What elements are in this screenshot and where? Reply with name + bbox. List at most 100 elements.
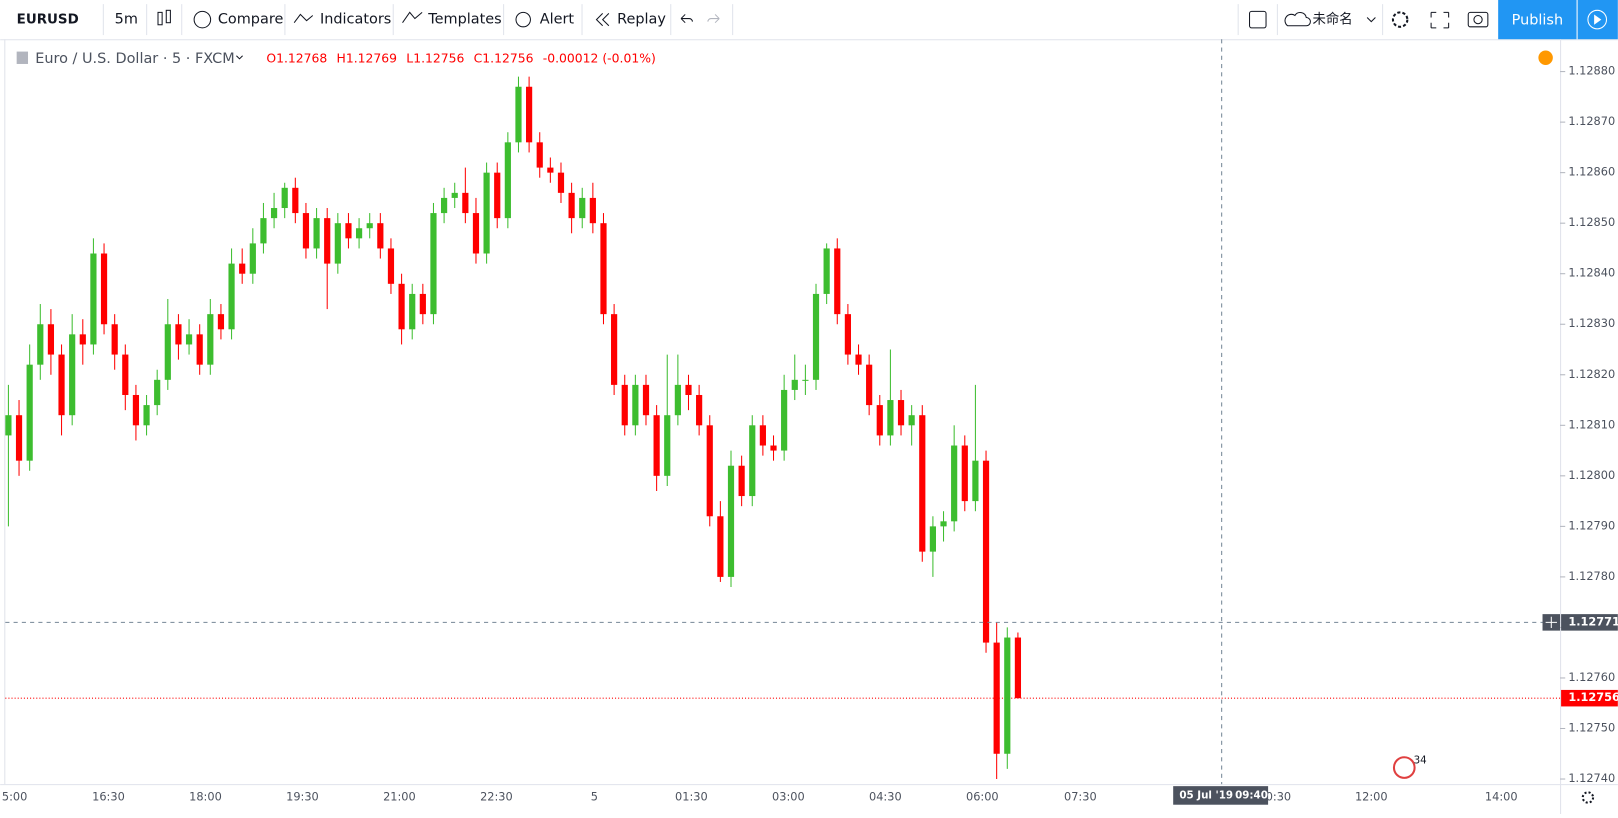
candle-body (47, 324, 55, 355)
candle-body (653, 415, 660, 476)
candle-body (398, 283, 405, 330)
ohlc-legend: C1.12756 (474, 51, 534, 65)
candle-body (302, 213, 310, 249)
dropdown-icon[interactable] (1366, 17, 1376, 23)
candle-body (972, 460, 979, 502)
undo-icon[interactable] (680, 14, 693, 24)
candle-body (961, 445, 968, 502)
candle-body (462, 192, 469, 214)
toolbar: EURUSD 5m Compare Indicators Templates A… (0, 0, 1618, 41)
candle-body (632, 384, 639, 426)
candle-body (876, 405, 883, 436)
candle-body (217, 314, 225, 330)
axis-settings-icon[interactable] (1581, 791, 1595, 804)
redo-icon[interactable] (707, 14, 720, 24)
candle-body (504, 142, 511, 219)
replay-icon[interactable] (595, 13, 604, 27)
candle-body (611, 314, 618, 385)
ohlc-legend: H1.12769 (337, 51, 397, 65)
candle-body (111, 324, 118, 355)
candle-body (621, 384, 628, 426)
candle-body (791, 379, 798, 390)
symbol-button[interactable]: EURUSD (17, 13, 79, 28)
collapse-icon[interactable] (16, 51, 29, 64)
candle-body (37, 324, 44, 365)
alert-icon[interactable] (515, 11, 531, 28)
interval-button[interactable]: 5m (115, 12, 138, 28)
ohlc-legend: O1.12768 (266, 51, 327, 65)
candle-body (844, 314, 851, 355)
last-price-label: 1.12756 (1568, 690, 1618, 704)
alert-button[interactable]: Alert (540, 12, 575, 28)
candle-body (897, 400, 905, 426)
y-tick-label: 1.12740 (1568, 771, 1615, 785)
candle-body (472, 213, 480, 254)
warning-icon[interactable] (1538, 50, 1553, 65)
events-icon[interactable] (1392, 756, 1416, 779)
candle-body (940, 521, 947, 527)
candle-body (292, 187, 299, 214)
play-icon (1594, 14, 1602, 25)
chart-style-icon[interactable] (157, 9, 171, 26)
x-tick-label: 5 (591, 789, 598, 803)
candle-body (929, 526, 937, 552)
candle-body (547, 167, 554, 173)
y-tick-label: 1.12810 (1568, 417, 1615, 431)
candle-body (419, 293, 426, 315)
candle-body (409, 293, 416, 330)
compare-icon[interactable] (193, 10, 212, 29)
candle-body (122, 354, 129, 395)
y-tick-label: 1.12750 (1568, 720, 1615, 734)
settings-icon[interactable] (1391, 11, 1409, 28)
candle-body (674, 384, 681, 416)
publish-button[interactable]: Publish (1512, 13, 1563, 29)
candle-body (313, 218, 320, 249)
candle-body (430, 213, 437, 315)
publish-button-bg[interactable] (1498, 0, 1577, 40)
cloud-icon[interactable] (1284, 12, 1311, 27)
templates-icon[interactable] (402, 11, 423, 23)
candle-body (249, 243, 256, 274)
layout-icon[interactable] (1249, 10, 1267, 29)
candle-body (749, 425, 756, 497)
crosshair-date: 05 Jul '19 (1179, 789, 1233, 801)
x-tick-label: 22:30 (480, 789, 513, 803)
candle-body (334, 223, 341, 264)
y-tick-label: 1.12850 (1568, 215, 1615, 229)
play-icon[interactable] (1587, 9, 1608, 30)
layout-name[interactable]: 未命名 (1312, 11, 1352, 28)
y-tick-label: 1.12800 (1568, 468, 1615, 482)
snapshot-icon[interactable] (1467, 11, 1489, 28)
y-tick-label: 1.12790 (1568, 518, 1615, 532)
x-tick-label: 01:30 (675, 789, 708, 803)
candle-body (239, 263, 246, 274)
replay-icon[interactable] (601, 13, 610, 27)
candle-body (664, 415, 671, 476)
indicators-button[interactable]: Indicators (320, 12, 391, 28)
x-tick-label: 04:30 (869, 789, 902, 803)
candle-body (727, 465, 735, 577)
candle-body (759, 425, 766, 446)
fullscreen-icon[interactable] (1430, 11, 1450, 29)
candle-body (526, 86, 533, 143)
compare-button[interactable]: Compare (218, 12, 284, 28)
x-tick-label: 19:30 (286, 789, 319, 803)
y-tick-label: 1.12820 (1568, 367, 1615, 381)
x-tick-label: 5:00 (2, 789, 27, 803)
candle-body (164, 324, 171, 380)
candle-body (1004, 637, 1011, 754)
crosshair-price-bg (1561, 614, 1618, 631)
x-tick-label: 14:00 (1485, 789, 1518, 803)
title-dropdown[interactable] (236, 55, 243, 60)
replay-button[interactable]: Replay (617, 12, 666, 28)
candle-body (823, 248, 830, 294)
candle-body (175, 324, 182, 345)
indicators-icon[interactable] (293, 13, 314, 24)
candle-body (5, 415, 12, 436)
y-tick-label: 1.12870 (1568, 114, 1615, 128)
templates-button[interactable]: Templates (427, 12, 501, 28)
candle-body (69, 334, 76, 416)
candle-body (812, 293, 820, 380)
